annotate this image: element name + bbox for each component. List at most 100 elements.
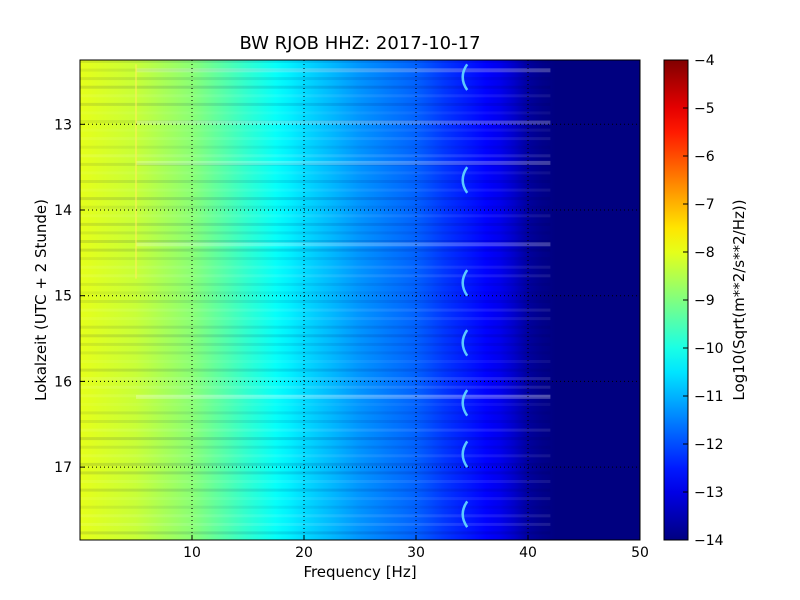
spectrogram-row-stripe [80,257,551,261]
spectrogram-row-stripe [80,394,551,398]
spectrogram-tone-arc [461,389,469,417]
spectrogram-row-stripe [80,325,551,329]
colorbar-tick-label: −8 [694,245,715,261]
spectrogram-row-stripe [80,231,551,235]
spectrogram-row-stripe [80,411,551,415]
spectrogram-row-stripe [80,154,551,158]
x-tick-label: 10 [183,545,201,561]
colorbar-tick-label: −12 [694,437,724,453]
y-tick-label: 17 [54,460,72,476]
spectrogram-horizontal-band [136,120,551,125]
colorbar-ticks: −4 −5 −6 −7 −8 −9 −10 −11 −12 −13 −14 [683,53,724,549]
colorbar-tick-label: −11 [694,389,724,405]
spectrogram-row-stripe [80,128,551,132]
spectrogram-row-stripe [80,480,551,483]
spectrogram-row-stripe [80,317,551,321]
x-axis-ticks: 10 20 30 40 50 [183,535,649,561]
spectrogram-row-stripe [80,497,551,501]
spectrogram-plot: 10 20 30 40 50 13 14 15 16 17 [54,59,649,561]
colorbar-label: Log10(Sqrt(m**2/s**2/Hz)) [730,199,748,400]
y-tick-label: 16 [54,374,72,390]
spectrogram-row-stripe [80,274,551,278]
spectrogram-features [80,60,551,535]
plot-frame [79,59,641,541]
spectrogram-row-stripe [80,420,551,423]
spectrogram-row-stripe [80,385,551,389]
spectrogram-row-stripe [80,265,551,269]
spectrogram-row-stripe [80,308,551,312]
spectrogram-horizontal-band [136,68,551,73]
spectrogram-tone-arc [461,329,469,357]
x-tick-label: 50 [631,545,649,561]
spectrogram-row-stripe [80,60,551,63]
colorbar-tick-label: −7 [694,197,715,213]
spectrogram-row-stripe [80,505,551,509]
spectrogram-row-stripe [80,402,551,406]
grid-lines [80,60,640,540]
spectrogram-row-stripe [80,94,551,98]
colorbar-tick-label: −9 [694,293,715,309]
y-tick-label: 15 [54,289,72,305]
spectrogram-row-stripe [80,445,551,449]
spectrogram-row-stripe [80,368,551,372]
spectrogram-tone-arc [461,166,469,194]
spectrogram-row-stripe [80,342,551,346]
spectrogram-row-stripe [80,377,551,381]
spectrogram-row-stripe [80,334,551,338]
spectrogram-row-stripe [80,454,551,458]
x-axis-label: Frequency [Hz] [303,563,416,581]
spectrogram-row-stripe [80,240,551,243]
x-tick-label: 20 [295,545,313,561]
spectrogram-row-stripe [80,514,551,518]
spectrogram-tone-arc [461,269,469,297]
spectrogram-row-stripe [80,188,551,192]
colorbar-tick-label: −5 [694,101,715,117]
spectrogram-row-stripe [80,77,551,81]
colorbar-tick-label: −14 [694,533,724,549]
spectrogram-row-stripe [80,111,551,115]
spectrogram-row-stripe [80,471,551,475]
y-tick-label: 14 [54,203,72,219]
spectrogram-row-stripe [80,282,551,286]
spectrogram-row-stripe [80,488,551,492]
y-axis-ticks: 13 14 15 16 17 [54,117,85,476]
spectrogram-row-stripe [80,351,551,355]
y-tick-label: 13 [54,117,72,133]
spectrogram-tone-arc [461,440,469,468]
spectrogram-row-stripe [80,205,551,209]
spectrogram-row-stripe [80,462,551,466]
chart-title: BW RJOB HHZ: 2017-10-17 [239,33,480,54]
colorbar: −4 −5 −6 −7 −8 −9 −10 −11 −12 −13 −14 [663,53,724,549]
spectrogram-tone-arc [461,63,469,91]
spectrogram-row-stripe [80,437,551,441]
spectrogram-row-stripe [80,102,551,106]
spectrogram-tone-arc [461,500,469,528]
spectrogram-row-stripe [80,248,551,252]
colorbar-tick-label: −13 [694,485,724,501]
spectrogram-row-stripe [80,360,551,363]
spectrogram-row-stripe [80,291,551,295]
spectrogram-row-stripe [80,171,551,175]
spectrogram-row-stripe [80,531,551,535]
x-tick-label: 30 [407,545,425,561]
spectrogram-row-stripe [80,180,551,183]
spectrogram-background [80,60,640,540]
spectrogram-row-stripe [80,145,551,149]
colorbar-tick-label: −6 [694,149,715,165]
colorbar-tick-label: −10 [694,341,724,357]
spectrogram-horizontal-band [136,394,551,399]
spectrogram-horizontal-band [136,160,551,165]
spectrogram-row-stripe [80,162,551,166]
spectrogram-horizontal-band [136,242,551,247]
spectrogram-row-stripe [80,85,551,89]
spectrogram-vertical-line [135,64,137,279]
spectrogram-row-stripe [80,120,551,123]
spectrogram-row-stripe [80,222,551,226]
spectrogram-row-stripe [80,428,551,432]
spectrogram-row-stripe [80,68,551,72]
colorbar-tick-label: −4 [694,53,715,69]
x-tick-label: 40 [519,545,537,561]
spectrogram-row-stripe [80,197,551,201]
y-axis-label: Lokalzeit (UTC + 2 Stunde) [32,199,50,401]
